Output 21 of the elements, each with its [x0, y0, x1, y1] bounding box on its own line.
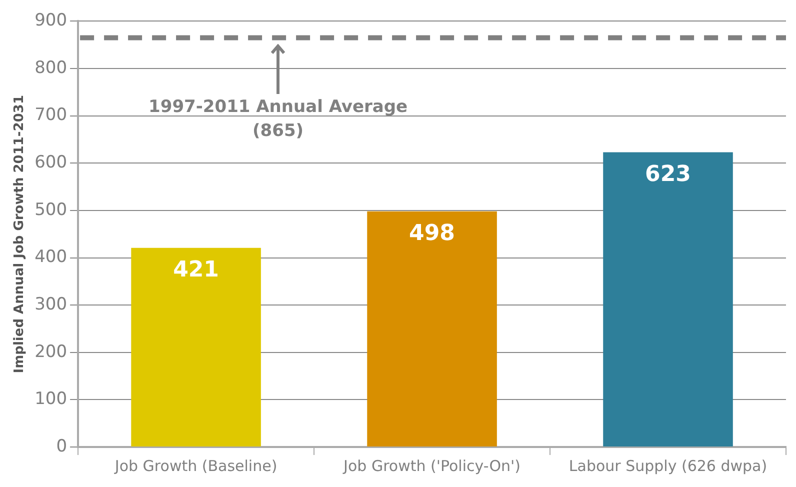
x-tick-label: Job Growth (Baseline) — [114, 456, 278, 475]
ref-line-label: 1997-2011 Annual Average (865) — [148, 97, 408, 142]
y-tick-label: 200 — [34, 342, 68, 362]
y-tick-label: 300 — [34, 294, 68, 314]
y-tick-label: 400 — [34, 247, 68, 268]
data-label: 498 — [409, 221, 455, 246]
bar — [603, 152, 733, 446]
x-tick-label: Job Growth ('Policy-On') — [342, 456, 520, 475]
y-tick-label: 500 — [34, 200, 68, 220]
y-tick-label: 700 — [34, 105, 68, 126]
y-tick-label: 100 — [34, 389, 68, 410]
x-tick-label: Labour Supply (626 dwpa) — [568, 456, 768, 475]
bar — [131, 248, 261, 446]
data-label: 623 — [645, 162, 691, 187]
y-tick-label: 800 — [34, 58, 68, 78]
bar — [367, 211, 497, 446]
y-tick-label: 900 — [34, 10, 68, 31]
y-tick-label: 600 — [34, 152, 68, 173]
y-axis-title: Implied Annual Job Growth 2011-2031 — [12, 94, 28, 374]
y-tick-label: 0 — [56, 436, 68, 456]
data-label: 421 — [173, 258, 220, 283]
